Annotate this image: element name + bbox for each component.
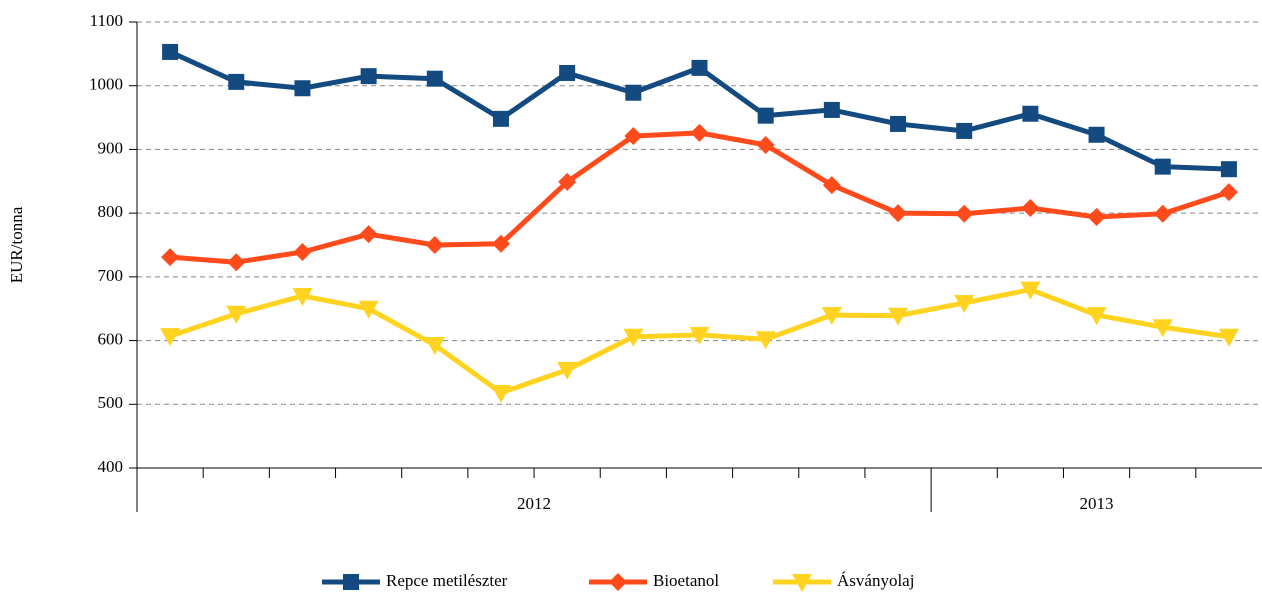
marker xyxy=(1088,126,1105,143)
marker xyxy=(956,122,973,139)
legend-label: Repce metilészter xyxy=(386,571,508,590)
marker xyxy=(492,110,509,127)
x-group-label: 2013 xyxy=(1080,494,1114,513)
marker xyxy=(691,59,708,76)
marker xyxy=(954,294,975,313)
marker xyxy=(226,305,247,324)
marker xyxy=(161,248,180,267)
y-tick-label: 1100 xyxy=(90,11,123,30)
series-line xyxy=(169,130,1230,265)
marker xyxy=(1219,183,1238,202)
marker xyxy=(888,307,909,326)
y-tick-label: 400 xyxy=(98,457,124,476)
marker xyxy=(1022,105,1039,122)
marker xyxy=(1086,307,1107,326)
marker xyxy=(1087,207,1106,226)
marker xyxy=(756,135,775,154)
marker xyxy=(1218,328,1239,347)
marker xyxy=(625,84,642,101)
marker xyxy=(955,204,974,223)
y-tick-label: 600 xyxy=(98,329,124,348)
marker xyxy=(557,361,578,380)
marker xyxy=(490,384,511,403)
marker xyxy=(160,328,181,347)
marker xyxy=(690,123,709,142)
marker xyxy=(162,43,179,60)
marker xyxy=(821,307,842,326)
marker xyxy=(228,73,245,90)
marker xyxy=(558,172,577,191)
marker xyxy=(227,253,246,272)
marker xyxy=(559,64,576,81)
marker xyxy=(359,225,378,244)
marker xyxy=(623,328,644,347)
y-tick-label: 1000 xyxy=(89,75,123,94)
marker xyxy=(358,300,379,319)
marker xyxy=(890,115,907,132)
marker xyxy=(792,574,812,592)
marker xyxy=(1154,158,1171,175)
marker xyxy=(889,204,908,223)
marker xyxy=(689,326,710,345)
legend-label: Ásványolaj xyxy=(837,571,914,590)
marker xyxy=(294,80,311,97)
marker xyxy=(491,234,510,253)
marker xyxy=(1021,199,1040,218)
marker xyxy=(624,127,643,146)
marker xyxy=(822,176,841,195)
marker xyxy=(1020,281,1041,300)
marker xyxy=(360,68,377,85)
marker xyxy=(755,331,776,350)
y-tick-label: 800 xyxy=(98,202,124,221)
marker xyxy=(1152,319,1173,338)
marker xyxy=(292,287,313,306)
marker xyxy=(1153,204,1172,223)
y-tick-label: 900 xyxy=(98,138,124,157)
marker xyxy=(424,337,445,356)
legend-label: Bioetanol xyxy=(653,571,719,590)
marker xyxy=(609,573,627,591)
y-tick-label: 500 xyxy=(98,393,124,412)
y-axis-label: EUR/tonna xyxy=(7,206,26,283)
marker xyxy=(426,70,443,87)
x-group-label: 2012 xyxy=(517,494,551,513)
marker xyxy=(823,101,840,118)
marker xyxy=(1220,161,1237,178)
marker xyxy=(293,243,312,262)
marker xyxy=(343,574,359,590)
y-tick-label: 700 xyxy=(98,266,124,285)
marker xyxy=(425,236,444,254)
marker xyxy=(757,107,774,124)
